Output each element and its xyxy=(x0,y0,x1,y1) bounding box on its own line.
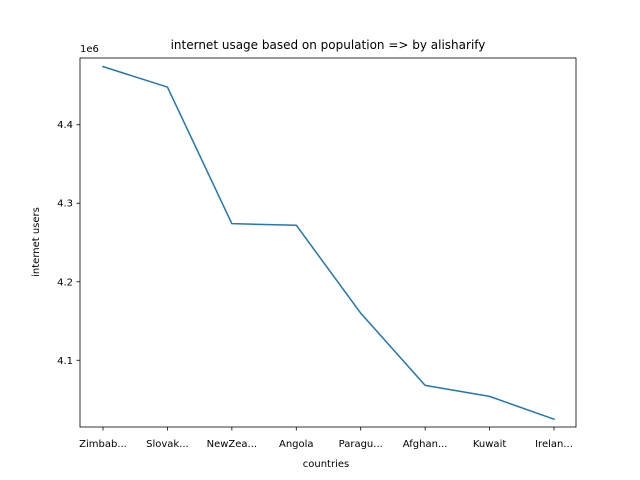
x-tick-label: Zimbab... xyxy=(79,439,127,450)
x-tick-label: NewZea... xyxy=(207,439,257,450)
series-line-0 xyxy=(102,65,555,421)
plot-area xyxy=(102,65,555,421)
x-tick-label: Irelan... xyxy=(535,439,573,450)
axes-frame xyxy=(79,57,577,428)
x-tick-label: Angola xyxy=(279,439,314,450)
chart-title: internet usage based on population => by… xyxy=(171,38,486,52)
x-tick-label: Afghan... xyxy=(403,439,448,450)
y-tick-label: 4.1 xyxy=(57,356,73,367)
y-axis-label: internet users xyxy=(31,207,42,277)
x-tick-label: Kuwait xyxy=(473,439,506,450)
x-axis-label: countries xyxy=(303,459,349,470)
y-axis: 4.1 4.2 4.3 4.4 xyxy=(57,120,80,367)
y-tick-label: 4.3 xyxy=(57,199,73,210)
x-axis: Zimbab... Slovak... NewZea... Angola Paragu.… xyxy=(79,427,573,450)
y-offset-label: 1e6 xyxy=(80,44,99,55)
x-tick-label: Slovak... xyxy=(146,439,189,450)
y-tick-label: 4.4 xyxy=(57,120,73,131)
x-tick-label: Paragu... xyxy=(339,439,383,450)
y-tick-label: 4.2 xyxy=(57,277,73,288)
